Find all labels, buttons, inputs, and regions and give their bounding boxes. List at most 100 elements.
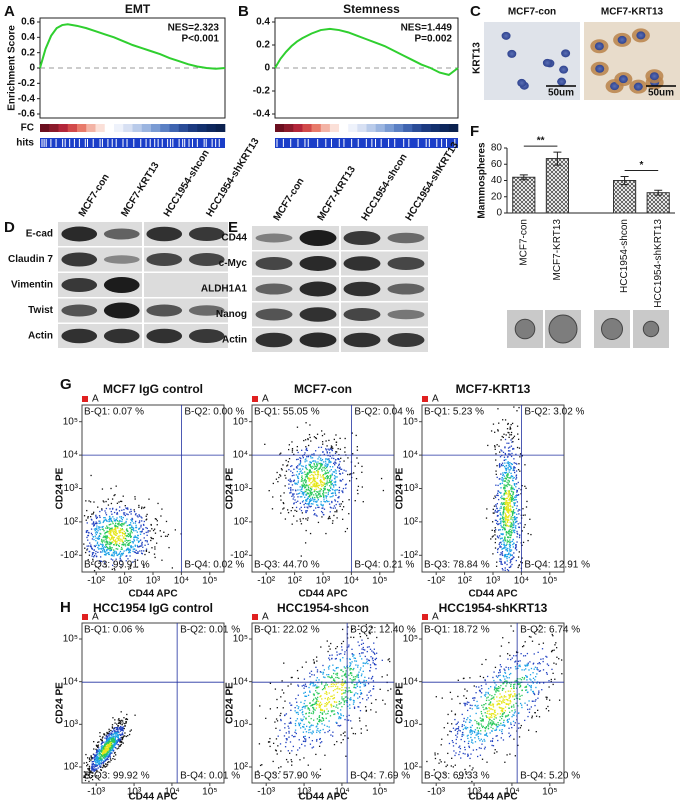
event-dot bbox=[323, 495, 324, 496]
event-dot bbox=[100, 758, 101, 759]
band bbox=[300, 282, 337, 297]
event-dot bbox=[317, 505, 318, 506]
bar bbox=[546, 159, 568, 213]
event-dot bbox=[332, 523, 333, 524]
event-dot bbox=[151, 547, 152, 548]
event-dot bbox=[516, 410, 517, 411]
event-dot bbox=[361, 673, 362, 674]
event-dot bbox=[509, 529, 510, 530]
event-dot bbox=[335, 686, 336, 687]
event-dot bbox=[451, 731, 452, 732]
event-dot bbox=[295, 490, 296, 491]
event-dot bbox=[349, 658, 350, 659]
event-dot bbox=[125, 545, 126, 546]
event-dot bbox=[553, 650, 554, 651]
y-tick-label: 0.2 bbox=[256, 40, 270, 51]
event-dot bbox=[320, 476, 321, 477]
event-dot bbox=[92, 534, 93, 535]
event-dot bbox=[143, 533, 144, 534]
event-dot bbox=[127, 548, 128, 549]
event-dot bbox=[130, 532, 131, 533]
event-dot bbox=[303, 757, 304, 758]
event-dot bbox=[363, 643, 364, 644]
event-dot bbox=[316, 484, 317, 485]
event-dot bbox=[137, 546, 138, 547]
event-dot bbox=[127, 719, 128, 720]
event-dot bbox=[345, 687, 346, 688]
event-dot bbox=[137, 515, 138, 516]
event-dot bbox=[501, 450, 502, 451]
event-dot bbox=[514, 512, 515, 513]
event-dot bbox=[268, 741, 269, 742]
event-dot bbox=[326, 718, 327, 719]
event-dot bbox=[325, 684, 326, 685]
y-tick-label: 10³ bbox=[64, 483, 79, 494]
event-dot bbox=[92, 765, 93, 766]
event-dot bbox=[157, 524, 158, 525]
event-dot bbox=[458, 722, 459, 723]
gate-marker bbox=[82, 614, 88, 620]
event-dot bbox=[469, 708, 470, 709]
event-dot bbox=[305, 518, 306, 519]
event-dot bbox=[500, 503, 501, 504]
event-dot bbox=[507, 456, 508, 457]
event-dot bbox=[512, 497, 513, 498]
event-dot bbox=[293, 469, 294, 470]
event-dot bbox=[513, 556, 514, 557]
event-dot bbox=[508, 733, 509, 734]
event-dot bbox=[313, 466, 314, 467]
event-dot bbox=[494, 432, 495, 433]
event-dot bbox=[506, 699, 507, 700]
event-dot bbox=[503, 507, 504, 508]
event-dot bbox=[324, 467, 325, 468]
event-dot bbox=[161, 536, 162, 537]
event-dot bbox=[114, 759, 115, 760]
plot-frame bbox=[82, 623, 224, 783]
event-dot bbox=[107, 751, 108, 752]
event-dot bbox=[298, 706, 299, 707]
event-dot bbox=[506, 501, 507, 502]
event-dot bbox=[138, 528, 139, 529]
event-dot bbox=[509, 434, 510, 435]
event-dot bbox=[558, 658, 559, 659]
event-dot bbox=[499, 451, 500, 452]
event-dot bbox=[519, 456, 520, 457]
event-dot bbox=[484, 748, 485, 749]
event-dot bbox=[360, 669, 361, 670]
event-dot bbox=[120, 540, 121, 541]
event-dot bbox=[148, 544, 149, 545]
event-dot bbox=[499, 545, 500, 546]
event-dot bbox=[106, 546, 107, 547]
event-dot bbox=[130, 542, 131, 543]
event-dot bbox=[113, 552, 114, 553]
event-dot bbox=[339, 464, 340, 465]
event-dot bbox=[500, 522, 501, 523]
event-dot bbox=[305, 482, 306, 483]
event-dot bbox=[358, 463, 359, 464]
event-dot bbox=[467, 710, 468, 711]
event-dot bbox=[512, 488, 513, 489]
event-dot bbox=[305, 718, 306, 719]
event-dot bbox=[346, 484, 347, 485]
event-dot bbox=[303, 457, 304, 458]
event-dot bbox=[318, 487, 319, 488]
event-dot bbox=[316, 707, 317, 708]
event-dot bbox=[324, 669, 325, 670]
event-dot bbox=[157, 503, 158, 504]
event-dot bbox=[516, 490, 517, 491]
event-dot bbox=[297, 712, 298, 713]
event-dot bbox=[334, 744, 335, 745]
event-dot bbox=[502, 548, 503, 549]
event-dot bbox=[348, 687, 349, 688]
event-dot bbox=[469, 765, 470, 766]
event-dot bbox=[459, 703, 460, 704]
event-dot bbox=[296, 466, 297, 467]
event-dot bbox=[368, 683, 369, 684]
event-dot bbox=[505, 540, 506, 541]
event-dot bbox=[298, 723, 299, 724]
event-dot bbox=[95, 553, 96, 554]
event-dot bbox=[269, 490, 270, 491]
event-dot bbox=[97, 507, 98, 508]
event-dot bbox=[114, 730, 115, 731]
event-dot bbox=[319, 715, 320, 716]
